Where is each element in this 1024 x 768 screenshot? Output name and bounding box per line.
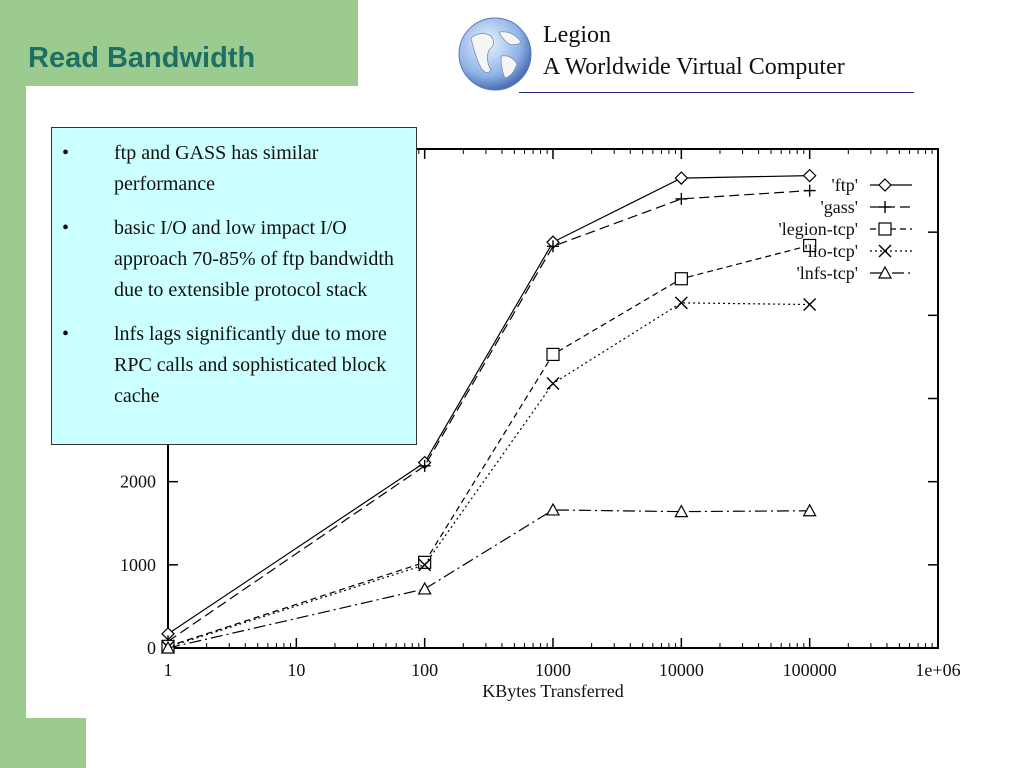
notes-callout: • ftp and GASS has similar performance •… bbox=[51, 127, 417, 445]
data-point bbox=[878, 178, 892, 192]
y-tick-label: 0 bbox=[147, 638, 156, 658]
legend-label: 'lnfs-tcp' bbox=[797, 263, 858, 283]
bullet-dot: • bbox=[62, 323, 70, 345]
x-tick-label: 10 bbox=[287, 660, 305, 680]
legend-label: 'gass' bbox=[821, 197, 859, 217]
data-point bbox=[877, 265, 893, 279]
legion-logo: Legion A Worldwide Virtual Computer bbox=[455, 14, 915, 98]
data-point bbox=[546, 347, 560, 362]
y-tick-labels: 0 1000 2000 bbox=[120, 472, 156, 658]
bullet-text: ftp and GASS has similar performance bbox=[114, 142, 319, 195]
x-tick-label: 1e+06 bbox=[915, 660, 960, 680]
data-point bbox=[803, 238, 817, 253]
series-line bbox=[167, 189, 810, 642]
globe-icon bbox=[458, 17, 532, 91]
data-point bbox=[546, 377, 560, 391]
data-point bbox=[674, 504, 689, 518]
slide-title: Read Bandwidth bbox=[28, 42, 256, 74]
x-tick-label: 10000 bbox=[659, 660, 704, 680]
logo-subtitle: A Worldwide Virtual Computer bbox=[543, 54, 845, 80]
data-point bbox=[803, 184, 816, 197]
data-point bbox=[803, 298, 817, 312]
series-triangle bbox=[160, 502, 817, 654]
data-point bbox=[418, 459, 431, 472]
legend-label: 'ftp' bbox=[832, 175, 858, 195]
legend-label: 'legion-tcp' bbox=[779, 219, 858, 239]
bullet-item: • lnfs lags significantly due to more RP… bbox=[52, 319, 408, 412]
y-tick-label: 2000 bbox=[120, 472, 156, 492]
data-point bbox=[160, 640, 176, 654]
series-layer bbox=[160, 168, 817, 654]
bullet-item: • ftp and GASS has similar performance bbox=[52, 138, 408, 200]
x-tick-label: 100 bbox=[411, 660, 438, 680]
logo-title: Legion bbox=[543, 22, 611, 48]
x-tick-label: 1 bbox=[164, 660, 173, 680]
data-point bbox=[878, 244, 892, 258]
data-point bbox=[547, 240, 559, 253]
data-point bbox=[418, 558, 432, 572]
bullet-text: basic I/O and low impact I/O approach 70… bbox=[114, 217, 394, 301]
data-point bbox=[878, 222, 892, 236]
data-point bbox=[674, 272, 688, 286]
data-point bbox=[545, 502, 561, 516]
x-axis-title: KBytes Transferred bbox=[482, 681, 624, 701]
bullet-text: lnfs lags significantly due to more RPC … bbox=[114, 323, 387, 407]
bullet-dot: • bbox=[62, 217, 70, 239]
x-tick-labels: 1 10 100 1000 10000 100000 1e+06 bbox=[164, 660, 961, 680]
logo-underline bbox=[519, 92, 914, 93]
data-point bbox=[674, 171, 689, 185]
data-point bbox=[879, 201, 891, 213]
data-point bbox=[674, 296, 688, 310]
bullet-item: • basic I/O and low impact I/O approach … bbox=[52, 213, 408, 306]
y-tick-label: 1000 bbox=[120, 555, 156, 575]
legend: 'ftp''gass''legion-tcp''lio-tcp''lnfs-tc… bbox=[779, 175, 912, 283]
series-line bbox=[167, 509, 810, 649]
x-tick-label: 100000 bbox=[783, 660, 837, 680]
data-point bbox=[802, 168, 817, 183]
data-point bbox=[802, 503, 817, 517]
data-point bbox=[417, 581, 432, 595]
data-point bbox=[675, 192, 688, 205]
legend-label: 'lio-tcp' bbox=[805, 241, 858, 261]
bullet-dot: • bbox=[62, 142, 70, 164]
x-tick-label: 1000 bbox=[535, 660, 571, 680]
